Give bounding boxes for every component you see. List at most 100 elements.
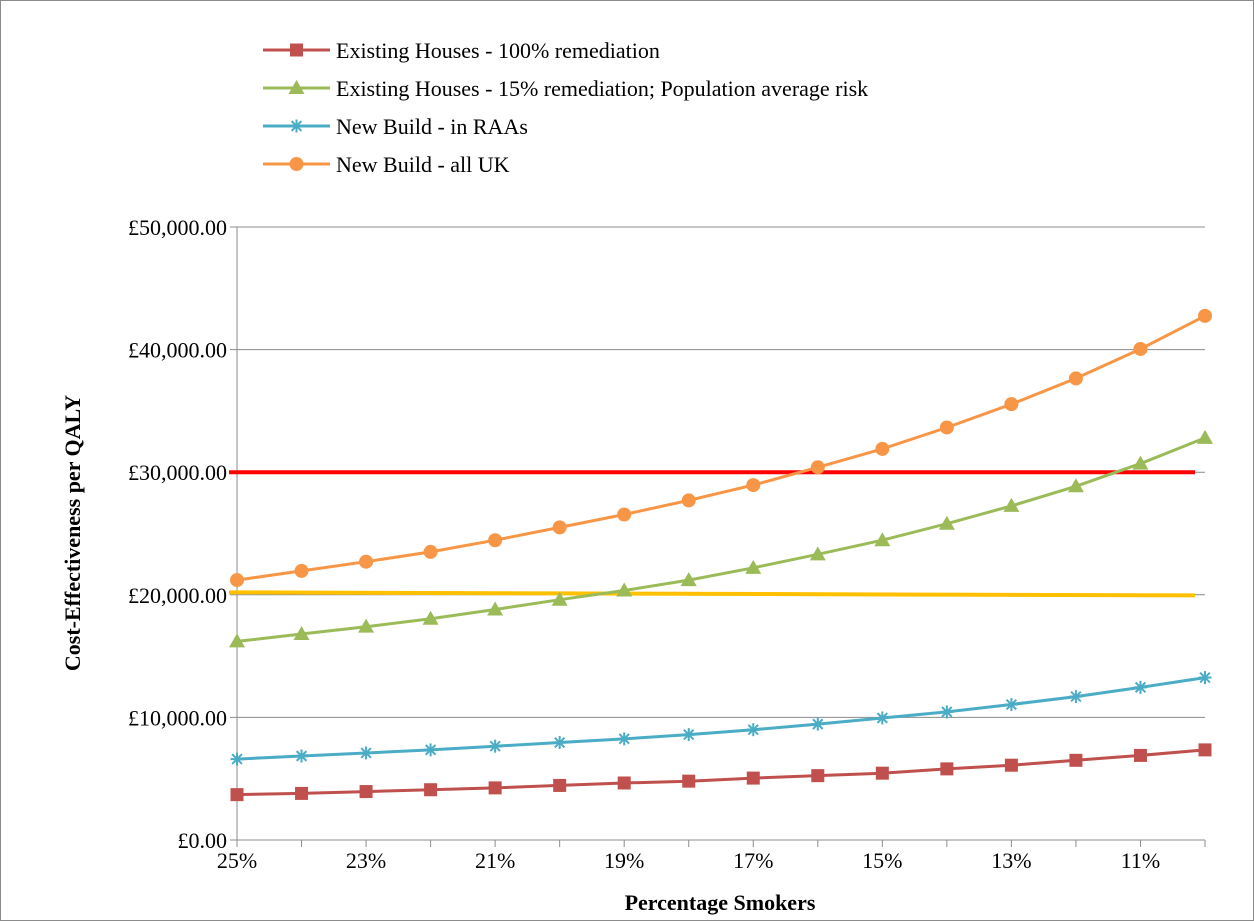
marker-square bbox=[811, 769, 825, 783]
series-2 bbox=[230, 671, 1212, 766]
marker-square bbox=[553, 778, 567, 792]
marker-asterisk bbox=[1133, 680, 1147, 694]
marker-asterisk bbox=[940, 705, 954, 719]
marker-circle bbox=[681, 493, 696, 508]
x-tick-label: 21% bbox=[475, 848, 515, 873]
marker-asterisk bbox=[875, 711, 889, 725]
marker-square bbox=[488, 781, 502, 795]
series-1 bbox=[229, 429, 1213, 648]
marker-triangle bbox=[293, 626, 310, 641]
marker-asterisk bbox=[811, 717, 825, 731]
series-line bbox=[236, 436, 1206, 643]
marker-circle bbox=[294, 563, 309, 578]
marker-triangle bbox=[1197, 429, 1213, 444]
marker-square bbox=[424, 783, 438, 797]
marker-stroke bbox=[1005, 698, 1017, 711]
marker-asterisk bbox=[230, 752, 244, 766]
marker-asterisk bbox=[1198, 671, 1212, 685]
legend-item-0: Existing Houses - 100% remediation bbox=[263, 38, 660, 63]
series-line bbox=[236, 748, 1206, 797]
marker-asterisk bbox=[488, 739, 502, 753]
marker-stroke bbox=[618, 733, 630, 745]
marker-asterisk bbox=[553, 736, 567, 750]
marker-asterisk bbox=[1004, 698, 1018, 712]
marker-square bbox=[1133, 748, 1147, 762]
marker-stroke bbox=[812, 718, 824, 730]
x-tick-label: 15% bbox=[862, 848, 902, 873]
marker-square bbox=[875, 766, 889, 780]
marker-stroke bbox=[231, 753, 243, 765]
marker-square bbox=[746, 771, 760, 785]
marker-asterisk bbox=[290, 119, 303, 133]
marker-square bbox=[1004, 758, 1018, 772]
marker-triangle bbox=[809, 546, 826, 561]
x-tick-label: 13% bbox=[991, 848, 1031, 873]
marker-asterisk bbox=[682, 728, 696, 742]
legend: Existing Houses - 100% remediation Existi… bbox=[263, 38, 868, 177]
y-axis-title: Cost-Effectiveness per QALY bbox=[60, 395, 85, 671]
marker-circle bbox=[939, 420, 954, 435]
tick-labels: £0.00 £10,000.00 £20,000.00 £30,000.00 £40,0… bbox=[128, 215, 1160, 873]
marker-square bbox=[1069, 753, 1083, 767]
marker-circle bbox=[875, 441, 890, 456]
marker-triangle bbox=[229, 633, 245, 648]
marker-stroke bbox=[747, 724, 759, 736]
reference-lines bbox=[228, 470, 1196, 598]
series-line bbox=[236, 676, 1206, 761]
marker-circle bbox=[617, 507, 632, 522]
marker-triangle bbox=[1067, 478, 1084, 493]
marker-stroke bbox=[941, 706, 953, 718]
marker-square bbox=[940, 762, 954, 776]
x-tick-label: 17% bbox=[733, 848, 773, 873]
y-tick-label: £0.00 bbox=[178, 828, 228, 853]
marker-triangle bbox=[551, 591, 568, 606]
marker-circle bbox=[289, 157, 304, 171]
marker-asterisk bbox=[617, 732, 631, 746]
marker-stroke bbox=[425, 744, 437, 756]
marker-square bbox=[617, 776, 631, 790]
x-tick-label: 19% bbox=[604, 848, 644, 873]
series-line bbox=[236, 314, 1206, 582]
marker-stroke bbox=[876, 712, 888, 724]
y-tick-label: £40,000.00 bbox=[128, 338, 227, 363]
marker-asterisk bbox=[295, 749, 309, 763]
y-tick-label: £20,000.00 bbox=[128, 583, 227, 608]
legend-label: New Build - all UK bbox=[336, 152, 510, 177]
marker-triangle bbox=[616, 582, 633, 597]
legend-label: New Build - in RAAs bbox=[336, 114, 528, 139]
marker-stroke bbox=[683, 728, 695, 741]
marker-square bbox=[295, 786, 309, 800]
reference-line-1 bbox=[228, 590, 1196, 598]
marker-stroke bbox=[1070, 690, 1082, 703]
y-tick-label: £30,000.00 bbox=[128, 460, 227, 485]
marker-square bbox=[230, 788, 244, 802]
legend-label: Existing Houses - 100% remediation bbox=[336, 38, 660, 63]
marker-stroke bbox=[554, 736, 566, 749]
marker-circle bbox=[1004, 397, 1019, 412]
marker-stroke bbox=[1199, 671, 1211, 684]
marker-stroke bbox=[360, 747, 372, 759]
marker-circle bbox=[423, 544, 438, 559]
marker-stroke bbox=[290, 120, 303, 132]
marker-circle bbox=[810, 460, 825, 475]
y-tick-label: £10,000.00 bbox=[128, 705, 227, 730]
marker-triangle bbox=[938, 515, 955, 530]
marker-circle bbox=[359, 554, 374, 569]
marker-triangle bbox=[1003, 497, 1020, 512]
marker-circle bbox=[1068, 371, 1083, 386]
marker-asterisk bbox=[359, 746, 373, 760]
x-tick-label: 23% bbox=[346, 848, 386, 873]
marker-asterisk bbox=[1069, 690, 1083, 704]
x-tick-label: 11% bbox=[1121, 848, 1161, 873]
y-tick-label: £50,000.00 bbox=[128, 215, 227, 240]
x-axis-title: Percentage Smokers bbox=[625, 890, 816, 915]
marker-circle bbox=[552, 520, 567, 535]
marker-asterisk bbox=[424, 743, 438, 757]
marker-circle bbox=[1198, 308, 1212, 323]
marker-triangle bbox=[1132, 455, 1149, 470]
legend-item-2: New Build - in RAAs bbox=[263, 114, 528, 139]
marker-square bbox=[359, 785, 373, 799]
legend-item-3: New Build - all UK bbox=[263, 152, 510, 177]
